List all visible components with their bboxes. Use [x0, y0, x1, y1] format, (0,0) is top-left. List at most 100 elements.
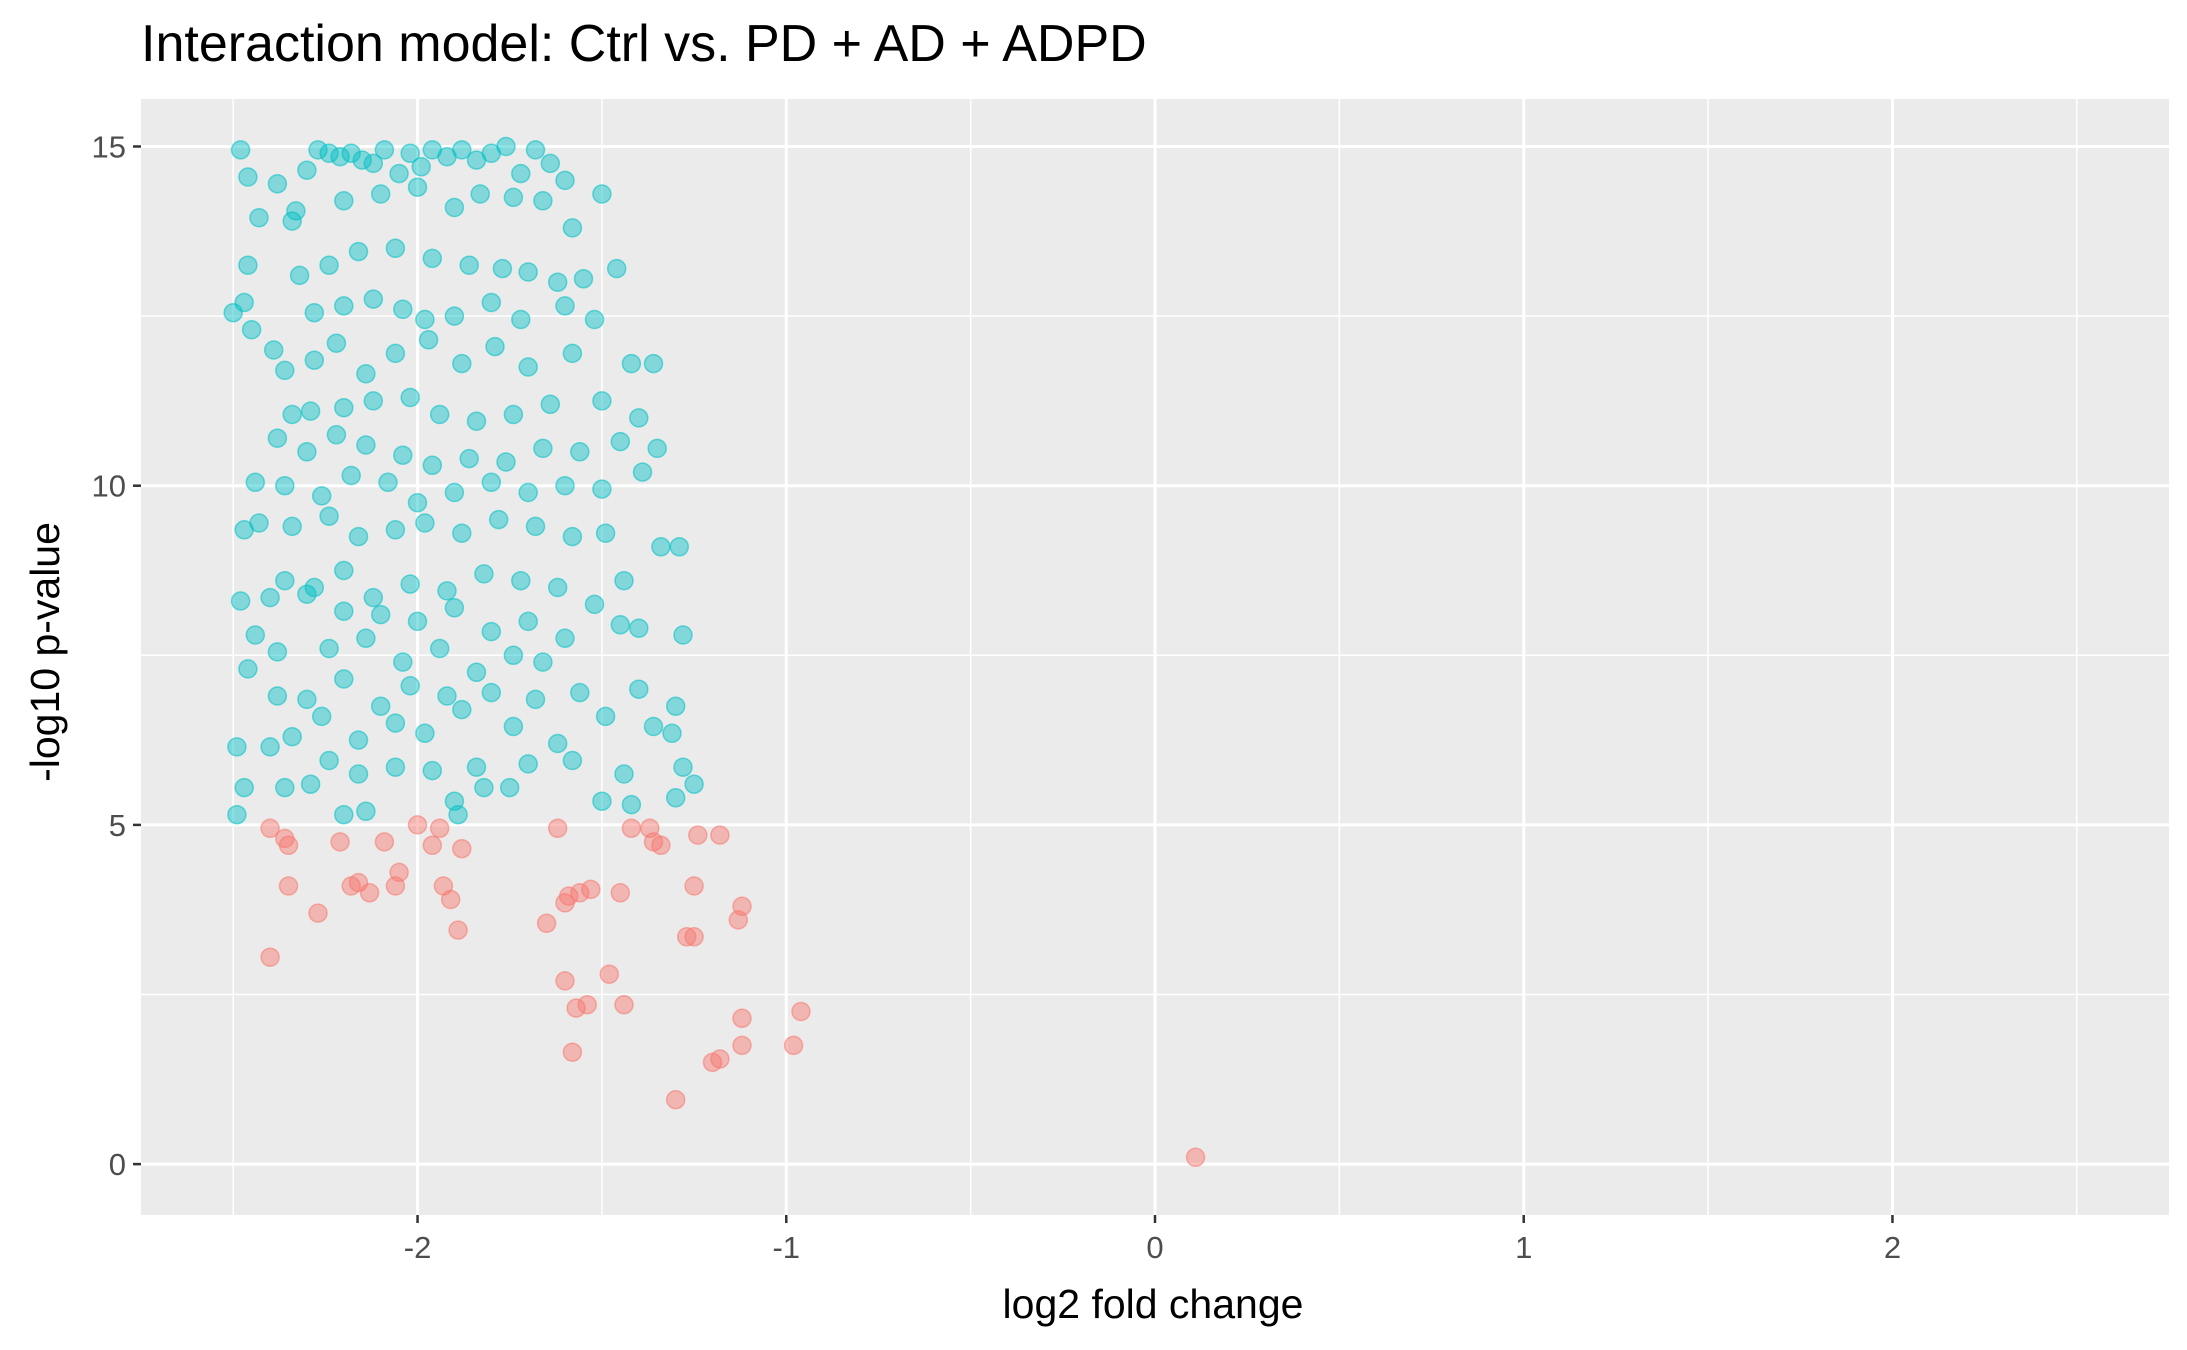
data-point [459, 255, 479, 275]
data-point [466, 757, 487, 777]
data-point [503, 645, 524, 666]
data-point [511, 163, 531, 184]
data-point [481, 292, 502, 313]
data-point [577, 994, 597, 1015]
x-axis-title: log2 fold change [1003, 1281, 1304, 1327]
data-point [385, 238, 406, 259]
data-point [452, 140, 472, 160]
data-point [282, 726, 302, 747]
data-point [348, 730, 369, 750]
data-point [227, 804, 247, 825]
data-point [629, 408, 649, 428]
data-point [326, 425, 347, 445]
data-point [503, 404, 524, 425]
y-axis-ticks: 0 5 10 15 [92, 129, 141, 1182]
data-point [374, 832, 395, 852]
data-point [710, 1049, 730, 1069]
data-point [356, 801, 376, 822]
data-point [330, 832, 350, 852]
data-point [643, 716, 664, 737]
data-point [267, 686, 288, 706]
data-point [592, 184, 612, 204]
data-point [300, 774, 321, 794]
data-point [374, 140, 395, 160]
data-point [710, 825, 730, 845]
data-point [562, 343, 583, 364]
data-point [536, 913, 557, 934]
data-point [547, 272, 568, 292]
data-point [444, 482, 465, 503]
data-point [319, 143, 339, 164]
data-point [581, 879, 601, 900]
data-point [474, 564, 494, 584]
y-axis-title: -log10 p-value [22, 522, 68, 782]
data-point [227, 737, 247, 757]
data-point [407, 177, 428, 197]
data-point [241, 319, 262, 340]
data-point [470, 184, 490, 204]
data-point [363, 587, 384, 608]
data-point [389, 862, 409, 883]
data-point [263, 340, 284, 360]
data-point [632, 462, 653, 482]
data-point [673, 625, 693, 645]
data-point [651, 537, 671, 557]
data-point [485, 336, 505, 357]
data-point [389, 163, 409, 184]
data-point [407, 492, 428, 513]
x-tick-label: -2 [404, 1230, 432, 1265]
x-tick-label: -1 [772, 1230, 800, 1265]
data-point [595, 523, 616, 543]
data-point [348, 241, 369, 262]
data-point [352, 150, 372, 170]
data-point [518, 754, 538, 774]
data-point [676, 927, 697, 947]
data-point [573, 269, 594, 289]
data-point [448, 804, 468, 825]
data-point [393, 299, 413, 320]
y-tick-label: 0 [109, 1147, 126, 1182]
data-point [662, 723, 682, 744]
data-point [393, 445, 413, 465]
data-point [415, 723, 435, 744]
data-point [363, 153, 384, 174]
data-point [334, 669, 354, 689]
data-point [499, 777, 520, 798]
data-point [311, 706, 332, 727]
data-point [562, 526, 583, 547]
data-point [275, 360, 295, 381]
data-point [319, 638, 339, 659]
data-point [282, 404, 302, 425]
points-layer [223, 136, 1206, 1168]
data-point [599, 964, 620, 984]
data-point [400, 676, 420, 696]
data-point [732, 1008, 752, 1029]
data-point [540, 153, 561, 174]
data-point [260, 947, 280, 967]
data-point [606, 258, 627, 279]
data-point [289, 265, 310, 286]
data-point [452, 838, 472, 859]
data-point [466, 411, 487, 431]
data-point [304, 577, 325, 598]
data-point [348, 526, 369, 547]
data-point [1185, 1147, 1206, 1168]
data-point [481, 472, 502, 493]
data-point [267, 174, 288, 194]
data-point [278, 876, 299, 896]
data-point [422, 248, 443, 269]
data-point [466, 662, 487, 683]
data-point [300, 401, 321, 421]
data-point [496, 136, 516, 157]
data-point [308, 140, 328, 160]
data-point [558, 886, 579, 906]
data-point [359, 883, 380, 903]
data-point [610, 431, 631, 452]
data-point [286, 201, 306, 221]
data-point [267, 642, 288, 662]
data-point [348, 764, 369, 784]
data-point [555, 475, 575, 496]
data-point [621, 794, 642, 815]
data-point [684, 774, 704, 794]
